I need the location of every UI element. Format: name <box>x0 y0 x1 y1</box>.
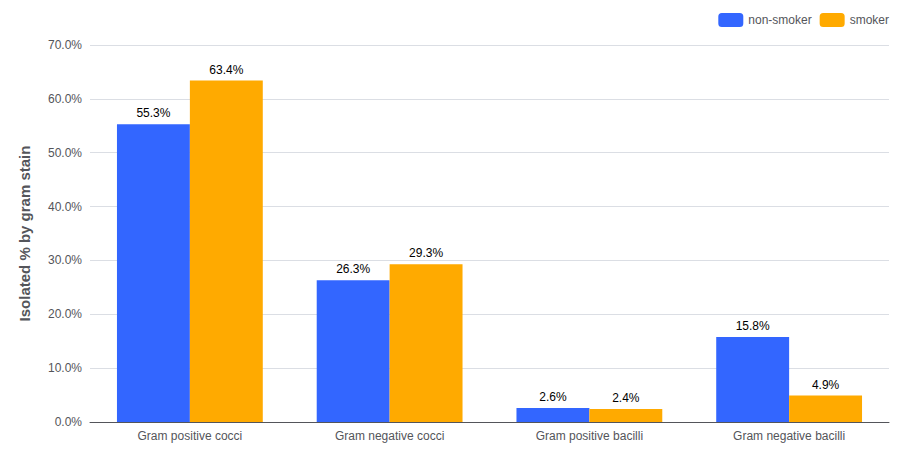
svg-text:29.3%: 29.3% <box>409 246 443 260</box>
svg-text:70.0%: 70.0% <box>48 38 82 52</box>
svg-text:4.9%: 4.9% <box>812 378 840 392</box>
svg-text:non-smoker: non-smoker <box>748 13 811 27</box>
svg-text:Isolated % by gram stain: Isolated % by gram stain <box>16 146 33 322</box>
svg-text:15.8%: 15.8% <box>736 319 770 333</box>
svg-text:30.0%: 30.0% <box>48 253 82 267</box>
svg-text:Gram negative cocci: Gram negative cocci <box>335 429 444 443</box>
svg-text:10.0%: 10.0% <box>48 361 82 375</box>
svg-text:20.0%: 20.0% <box>48 307 82 321</box>
svg-text:Gram negative bacilli: Gram negative bacilli <box>733 429 845 443</box>
svg-text:26.3%: 26.3% <box>336 262 370 276</box>
svg-text:Gram positive bacilli: Gram positive bacilli <box>536 429 643 443</box>
svg-text:0.0%: 0.0% <box>55 415 83 429</box>
svg-text:63.4%: 63.4% <box>209 63 243 77</box>
svg-text:2.4%: 2.4% <box>612 391 640 405</box>
svg-text:40.0%: 40.0% <box>48 200 82 214</box>
svg-text:55.3%: 55.3% <box>136 106 170 120</box>
svg-text:2.6%: 2.6% <box>539 390 567 404</box>
svg-text:smoker: smoker <box>850 13 889 27</box>
svg-text:Gram positive cocci: Gram positive cocci <box>138 429 243 443</box>
svg-text:60.0%: 60.0% <box>48 92 82 106</box>
svg-text:50.0%: 50.0% <box>48 146 82 160</box>
